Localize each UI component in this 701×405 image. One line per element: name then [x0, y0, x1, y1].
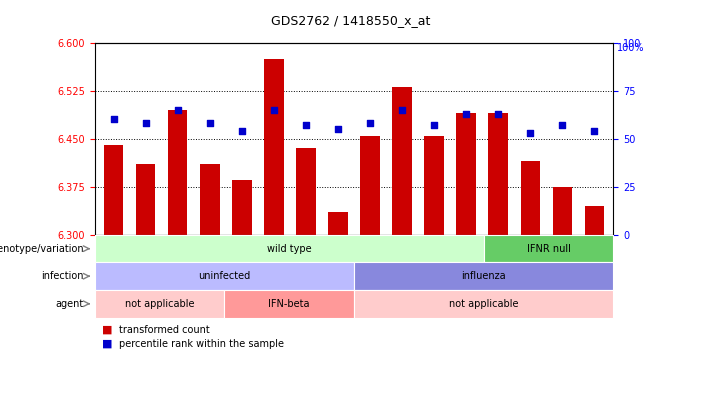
Bar	[264, 59, 284, 235]
Text: IFNR null: IFNR null	[526, 244, 571, 254]
Point	[332, 126, 343, 132]
Text: IFN-beta: IFN-beta	[268, 299, 310, 309]
Bar	[585, 206, 604, 235]
Point	[300, 122, 311, 128]
Point	[524, 130, 536, 136]
Text: ■: ■	[102, 325, 112, 335]
Point	[589, 128, 600, 134]
Point	[108, 116, 119, 123]
Bar	[328, 213, 348, 235]
Bar	[297, 148, 315, 235]
Bar	[136, 164, 156, 235]
Point	[428, 122, 440, 128]
Bar	[168, 110, 187, 235]
Bar	[521, 161, 540, 235]
Bar	[552, 187, 572, 235]
Text: not applicable: not applicable	[449, 299, 519, 309]
Text: influenza: influenza	[461, 271, 506, 281]
Text: 100%: 100%	[617, 43, 644, 53]
Bar	[393, 87, 411, 235]
Text: wild type: wild type	[267, 244, 311, 254]
Text: uninfected: uninfected	[198, 271, 250, 281]
Text: genotype/variation: genotype/variation	[0, 244, 84, 254]
Point	[365, 120, 376, 127]
Text: transformed count: transformed count	[119, 325, 210, 335]
Point	[236, 128, 247, 134]
Text: ■: ■	[102, 339, 112, 349]
Bar	[424, 136, 444, 235]
Point	[397, 107, 408, 113]
Point	[268, 107, 280, 113]
Bar	[232, 180, 252, 235]
Point	[172, 107, 184, 113]
Bar	[360, 136, 380, 235]
Bar	[456, 113, 476, 235]
Text: infection: infection	[41, 271, 84, 281]
Bar	[489, 113, 508, 235]
Text: not applicable: not applicable	[125, 299, 194, 309]
Text: percentile rank within the sample: percentile rank within the sample	[119, 339, 284, 349]
Point	[461, 111, 472, 117]
Bar	[200, 164, 219, 235]
Text: agent: agent	[56, 299, 84, 309]
Point	[493, 111, 504, 117]
Point	[140, 120, 151, 127]
Text: GDS2762 / 1418550_x_at: GDS2762 / 1418550_x_at	[271, 14, 430, 27]
Bar	[104, 145, 123, 235]
Point	[204, 120, 215, 127]
Point	[557, 122, 568, 128]
